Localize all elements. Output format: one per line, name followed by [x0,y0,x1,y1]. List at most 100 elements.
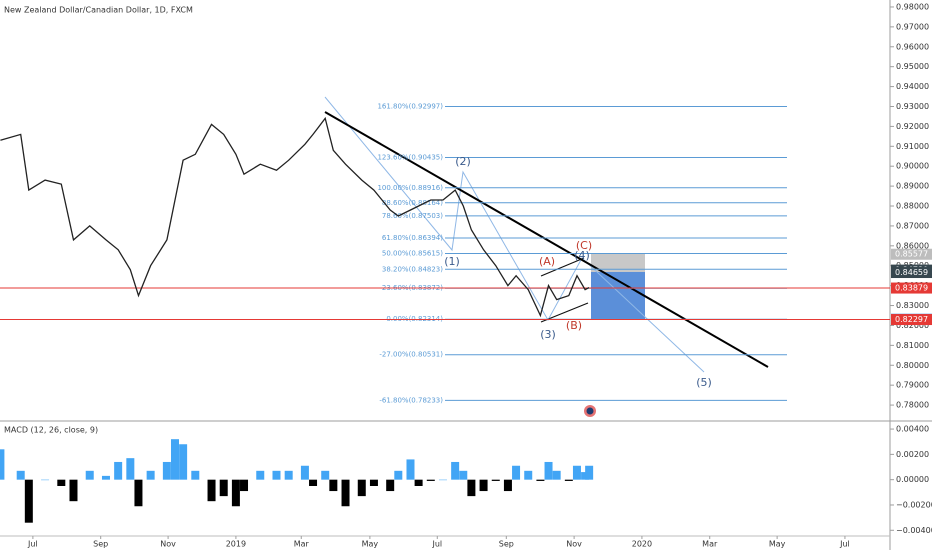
y-tick-label: −0.00200 [896,500,932,509]
fib-label: 88.60%(0.88164) [382,199,443,207]
y-tick-label: 0.83000 [896,301,929,310]
y-tick-label: 0.95000 [896,62,929,71]
fib-label: 78.60%(0.87503) [382,212,443,220]
fib-label: 123.60%(0.90435) [377,154,443,162]
y-tick-label: 0.87000 [896,221,929,230]
wave-label: (B) [566,319,582,332]
macd-bar [459,470,468,480]
macd-bar [581,472,590,480]
y-tick-label: 0.88000 [896,202,929,211]
x-tick-label: Jul [431,540,442,549]
wave-label: (1) [444,255,460,268]
macd-bar [329,479,338,492]
x-tick-label: 2019 [226,540,246,549]
y-tick-label: 0.00000 [896,475,929,484]
macd-bar [357,479,366,497]
x-tick-label: Sep [499,540,514,549]
price-label-bg [891,314,932,326]
macd-bar [284,470,293,480]
macd-bar [256,470,265,480]
y-tick-label: 0.86000 [896,241,929,250]
macd-bar [572,465,581,480]
macd-bar [85,470,94,480]
wave-path [324,96,705,373]
wave-label: (C) [576,239,592,252]
x-tick-label: Mar [702,540,718,549]
macd-bar [0,449,5,480]
macd-bar [231,479,240,507]
macd-bar [414,479,423,486]
wave-label: (A) [539,255,555,268]
x-tick-label: Jul [27,540,38,549]
wave-label: (3) [540,328,556,341]
macd-bar [524,470,533,480]
x-tick-label: May [362,540,379,549]
chart-title: New Zealand Dollar/Canadian Dollar, 1D, … [4,6,193,15]
y-tick-label: 0.90000 [896,162,929,171]
y-tick-label: 0.96000 [896,42,929,51]
target-box [591,272,645,319]
y-tick-label: 0.82000 [896,321,929,330]
macd-bar [126,458,135,480]
macd-bar [585,465,594,480]
price-label: 0.82297 [895,315,928,324]
macd-bar [179,444,188,480]
y-tick-label: 0.81000 [896,341,929,350]
macd-bar [240,479,249,492]
macd-bar [16,470,25,480]
indicator-title: MACD (12, 26, close, 9) [4,426,98,435]
macd-bar [426,479,435,481]
x-tick-label: Nov [566,540,582,549]
fib-label: 100.00%(0.88916) [377,184,443,192]
channel-top [540,257,585,277]
wave-label: (5) [696,376,712,389]
macd-bar [101,475,110,480]
macd-bar [552,470,561,480]
y-tick-label: 0.92000 [896,122,929,131]
macd-bar [369,479,378,486]
macd-bar [57,479,66,486]
macd-bar [309,479,318,486]
price-label: 0.85577 [895,250,928,259]
y-tick-label: 0.79000 [896,381,929,390]
event-icon-core [586,407,594,415]
macd-bar [438,479,447,481]
fib-label: 61.80%(0.86394) [382,234,443,242]
macd-bar [321,470,330,480]
macd-bar [24,479,33,523]
price-label: 0.84659 [895,268,928,277]
macd-bar [386,479,395,492]
x-tick-label: Mar [294,540,310,549]
wave-label: (2) [455,155,471,168]
macd-bar [536,479,545,481]
trend-line [324,111,769,368]
macd-bar [207,479,216,502]
macd-bar [451,461,460,480]
fib-label: 50.00%(0.85615) [382,249,443,257]
x-tick-label: Sep [93,540,108,549]
macd-bar [564,479,573,481]
x-tick-label: 2020 [632,540,652,549]
macd-bar [272,470,281,480]
macd-bar [191,470,200,480]
y-tick-label: 0.00200 [896,450,929,459]
macd-bar [134,479,143,507]
wave-label: (4) [574,249,590,262]
risk-box [591,254,645,272]
y-tick-label: 0.80000 [896,361,929,370]
x-tick-label: Jul [839,540,850,549]
macd-bar [503,479,512,492]
macd-bar [170,439,179,480]
macd-bar [300,465,309,480]
y-tick-label: −0.00400 [896,526,932,535]
fib-label: 161.80%(0.92997) [377,103,443,111]
price-label-bg [891,248,932,260]
y-tick-label: 0.91000 [896,142,929,151]
macd-bar [219,479,228,497]
macd-bar [341,479,350,507]
x-tick-label: May [769,540,786,549]
macd-bar [146,470,155,480]
fib-label: -61.80%(0.78233) [379,396,443,404]
